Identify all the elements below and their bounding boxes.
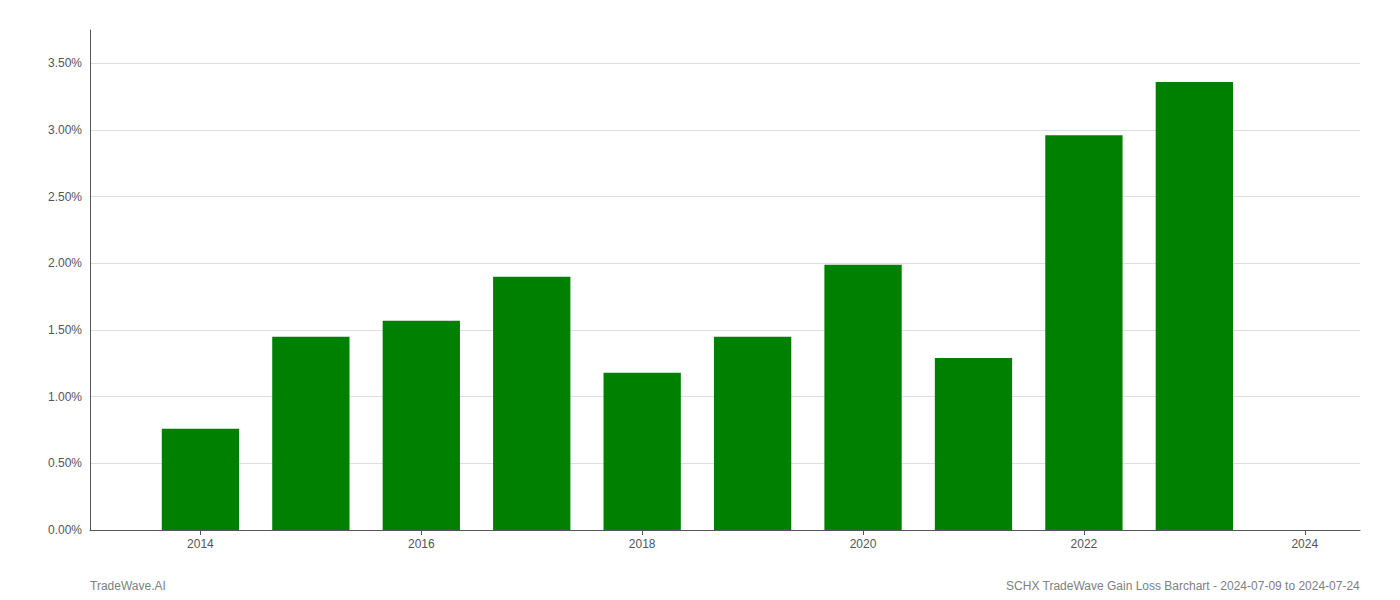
svg-text:2.50%: 2.50% — [48, 190, 82, 204]
svg-text:2024: 2024 — [1291, 537, 1318, 551]
svg-text:2020: 2020 — [850, 537, 877, 551]
svg-text:2016: 2016 — [408, 537, 435, 551]
svg-text:2022: 2022 — [1071, 537, 1098, 551]
svg-text:2014: 2014 — [187, 537, 214, 551]
svg-text:1.50%: 1.50% — [48, 323, 82, 337]
svg-text:TradeWave.AI: TradeWave.AI — [90, 579, 166, 593]
svg-text:3.50%: 3.50% — [48, 56, 82, 70]
svg-text:3.00%: 3.00% — [48, 123, 82, 137]
svg-text:2.00%: 2.00% — [48, 256, 82, 270]
svg-text:0.00%: 0.00% — [48, 523, 82, 537]
svg-text:2018: 2018 — [629, 537, 656, 551]
svg-text:SCHX TradeWave Gain Loss Barch: SCHX TradeWave Gain Loss Barchart - 2024… — [1006, 579, 1360, 593]
svg-text:0.50%: 0.50% — [48, 456, 82, 470]
svg-text:1.00%: 1.00% — [48, 390, 82, 404]
